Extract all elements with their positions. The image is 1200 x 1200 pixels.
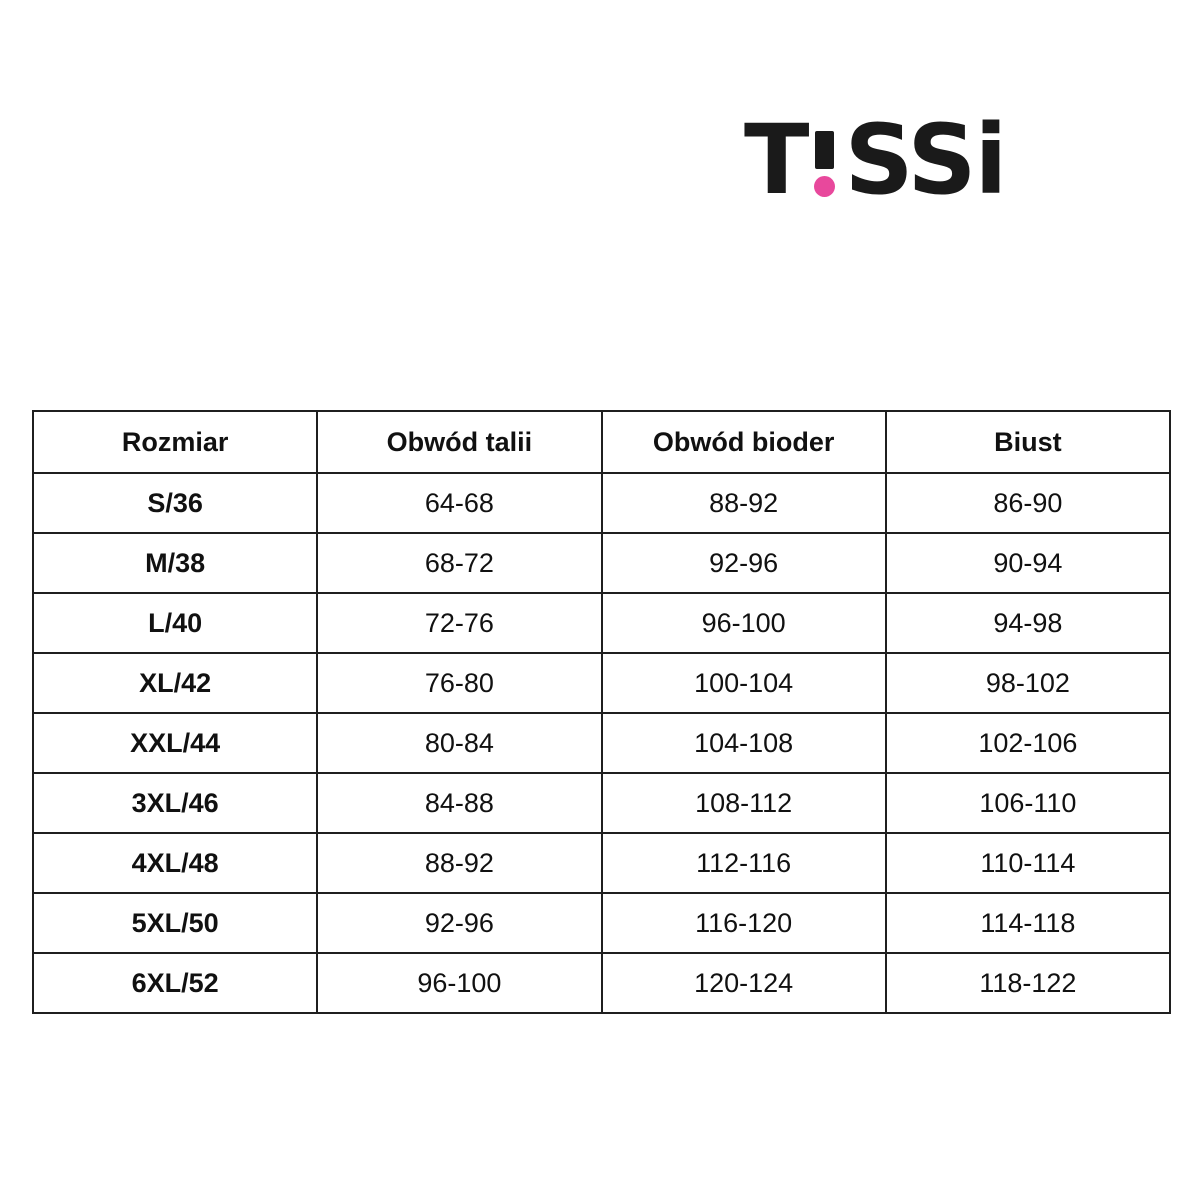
size-chart-table: Rozmiar Obwód talii Obwód bioder Biust S…: [31, 410, 1172, 1014]
header-rozmiar: Rozmiar: [31, 410, 319, 474]
bust-cell: 102-106: [884, 712, 1172, 774]
table-row: 5XL/50 92-96 116-120 114-118: [31, 892, 1172, 954]
exclamation-icon: [814, 126, 836, 197]
hips-cell: 120-124: [600, 952, 887, 1014]
table-row: S/36 64-68 88-92 86-90: [31, 472, 1172, 534]
hips-cell: 104-108: [600, 712, 887, 774]
table-row: XXL/44 80-84 104-108 102-106: [31, 712, 1172, 774]
bust-cell: 106-110: [884, 772, 1172, 834]
hips-cell: 96-100: [600, 592, 887, 654]
hips-cell: 116-120: [600, 892, 887, 954]
bust-cell: 110-114: [884, 832, 1172, 894]
brand-logo: T SS i: [744, 104, 1007, 216]
waist-cell: 72-76: [316, 592, 603, 654]
size-cell: M/38: [31, 532, 319, 594]
hips-cell: 100-104: [600, 652, 887, 714]
size-cell: XXL/44: [31, 712, 319, 774]
size-cell: XL/42: [31, 652, 319, 714]
header-obwod-talii: Obwód talii: [316, 410, 603, 474]
waist-cell: 68-72: [316, 532, 603, 594]
hips-cell: 88-92: [600, 472, 887, 534]
exclamation-bar: [815, 131, 835, 169]
table-row: M/38 68-72 92-96 90-94: [31, 532, 1172, 594]
bust-cell: 94-98: [884, 592, 1172, 654]
table-header-row: Rozmiar Obwód talii Obwód bioder Biust: [31, 410, 1172, 474]
bust-cell: 86-90: [884, 472, 1172, 534]
table-row: 3XL/46 84-88 108-112 106-110: [31, 772, 1172, 834]
waist-cell: 96-100: [316, 952, 603, 1014]
size-cell: 3XL/46: [31, 772, 319, 834]
waist-cell: 64-68: [316, 472, 603, 534]
logo-letter-t: T: [744, 104, 809, 216]
header-biust: Biust: [884, 410, 1172, 474]
waist-cell: 88-92: [316, 832, 603, 894]
hips-cell: 112-116: [600, 832, 887, 894]
waist-cell: 84-88: [316, 772, 603, 834]
table-row: XL/42 76-80 100-104 98-102: [31, 652, 1172, 714]
hips-cell: 108-112: [600, 772, 887, 834]
header-obwod-bioder: Obwód bioder: [600, 410, 887, 474]
logo-letter-i: i: [974, 104, 1007, 216]
waist-cell: 80-84: [316, 712, 603, 774]
size-cell: S/36: [31, 472, 319, 534]
waist-cell: 76-80: [316, 652, 603, 714]
bust-cell: 114-118: [884, 892, 1172, 954]
size-cell: 4XL/48: [31, 832, 319, 894]
logo-letters-ss: SS: [844, 104, 976, 216]
exclamation-pink-dot: [814, 176, 836, 197]
table-row: 6XL/52 96-100 120-124 118-122: [31, 952, 1172, 1014]
bust-cell: 98-102: [884, 652, 1172, 714]
waist-cell: 92-96: [316, 892, 603, 954]
table-row: L/40 72-76 96-100 94-98: [31, 592, 1172, 654]
size-cell: 5XL/50: [31, 892, 319, 954]
bust-cell: 118-122: [884, 952, 1172, 1014]
size-cell: L/40: [31, 592, 319, 654]
size-cell: 6XL/52: [31, 952, 319, 1014]
table-row: 4XL/48 88-92 112-116 110-114: [31, 832, 1172, 894]
hips-cell: 92-96: [600, 532, 887, 594]
bust-cell: 90-94: [884, 532, 1172, 594]
